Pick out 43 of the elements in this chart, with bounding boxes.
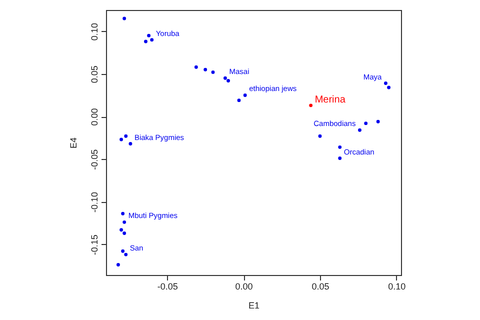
x-axis-title: E1 (248, 300, 260, 310)
y-tick-label: 0.00 (90, 108, 100, 126)
x-tick-label: 0.05 (312, 282, 330, 292)
point (387, 86, 391, 90)
point (121, 212, 125, 216)
point (237, 98, 241, 102)
point (364, 122, 368, 126)
point (226, 78, 230, 82)
point (309, 104, 313, 108)
point (116, 263, 120, 267)
y-tick-label: 0.05 (90, 66, 100, 84)
point (124, 134, 128, 138)
y-tick-label: 0.10 (90, 23, 100, 41)
point (120, 228, 124, 232)
point (338, 145, 342, 149)
point (358, 128, 362, 132)
point (147, 34, 151, 38)
point (128, 142, 132, 146)
point (121, 249, 125, 253)
x-tick-label: 0.00 (235, 282, 253, 292)
point (204, 68, 208, 72)
point (211, 70, 215, 74)
point (243, 93, 247, 97)
point (223, 76, 227, 80)
point (318, 134, 322, 138)
x-tick-label: 0.10 (388, 282, 406, 292)
point (122, 16, 126, 20)
point (124, 252, 128, 256)
y-tick-label: -0.15 (90, 234, 100, 256)
point (122, 232, 126, 235)
point (144, 40, 148, 44)
point (122, 220, 126, 224)
point (384, 82, 388, 86)
y-axis-title: E4 (68, 137, 78, 149)
point (120, 138, 124, 142)
point (194, 65, 198, 69)
y-tick-label: -0.10 (90, 192, 100, 212)
series-label: Merina (314, 94, 346, 106)
point (376, 120, 380, 124)
x-tick-label: -0.05 (157, 282, 178, 292)
y-tick-label: -0.05 (90, 149, 100, 170)
point (150, 38, 154, 42)
point (338, 156, 342, 160)
